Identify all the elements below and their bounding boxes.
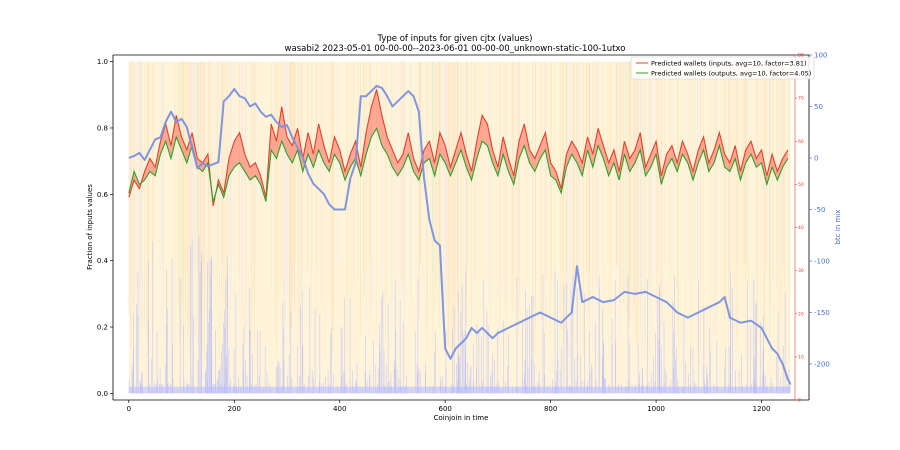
- y-tick-label: 0.8: [97, 124, 108, 132]
- x-tick-label: 600: [438, 405, 451, 413]
- y-tick-label: 0.6: [97, 191, 109, 199]
- legend: Predicted wallets (inputs, avg=10, facto…: [630, 56, 815, 80]
- legend-inputs-label: Predicted wallets (inputs, avg=10, facto…: [651, 60, 807, 68]
- x-tick-label: 200: [228, 405, 241, 413]
- y-tick-label: 0.0: [97, 390, 108, 398]
- y-tick-label: 0.4: [97, 257, 109, 265]
- series-btc-line: [128, 84, 792, 386]
- x-tick-label: 400: [333, 405, 346, 413]
- y2-tick-label: -100: [814, 257, 830, 265]
- y3-tick-label: 10: [798, 354, 804, 360]
- y3-tick-label: 30: [798, 268, 804, 274]
- y3-tick-label: 20: [798, 311, 804, 317]
- y2-tick-label: 0: [814, 154, 818, 162]
- y2-tick-label: -150: [814, 309, 830, 317]
- legend-outputs-label: Predicted wallets (outputs, avg=10, fact…: [651, 70, 811, 78]
- plot-area: 0 200 400 600 800 1000 12000.00.20.40.60.81.00…: [97, 52, 830, 414]
- y2-tick-label: -200: [814, 360, 830, 368]
- y3-tick-label: 0: [798, 398, 801, 404]
- y-tick-label: 0.2: [97, 324, 108, 332]
- inputs-outputs-fill: [128, 89, 788, 206]
- y2-axis-label: btc in mix: [834, 210, 842, 245]
- y3-tick-label: 80: [798, 53, 804, 59]
- legend-box: [630, 56, 815, 80]
- x-tick-label: 1000: [647, 405, 665, 413]
- y3-tick-label: 40: [798, 225, 804, 231]
- y2-tick-label: 100: [814, 52, 827, 60]
- y2-tick-label: -50: [814, 206, 825, 214]
- background-fill: [128, 61, 791, 394]
- series-outputs-line: [128, 126, 789, 202]
- y-tick-label: 1.0: [97, 58, 108, 66]
- chart-title: Type of inputs for given cjtx (values): [377, 34, 533, 44]
- x-axis-label: Coinjoin in time: [434, 414, 489, 422]
- x-tick-label: 1200: [753, 405, 771, 413]
- series-inputs-line: [128, 89, 789, 207]
- y3-tick-label: 70: [798, 96, 804, 102]
- x-tick-label: 800: [544, 405, 557, 413]
- blue-band: [128, 386, 791, 394]
- y-axis-label: Fraction of inputs values: [86, 184, 94, 270]
- y3-tick-label: 60: [798, 139, 804, 145]
- chart-subtitle: wasabi2 2023-05-01 00-00-00--2023-06-01 …: [285, 44, 626, 54]
- x-tick-label: 0: [127, 405, 131, 413]
- y3-tick-label: 50: [798, 182, 804, 188]
- y2-tick-label: 50: [814, 103, 823, 111]
